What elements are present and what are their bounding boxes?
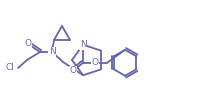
- Text: Cl: Cl: [5, 64, 14, 72]
- Text: O: O: [92, 58, 99, 67]
- Text: N: N: [49, 48, 55, 56]
- Text: O: O: [24, 40, 31, 48]
- Text: N: N: [80, 40, 86, 49]
- Text: O: O: [70, 66, 77, 75]
